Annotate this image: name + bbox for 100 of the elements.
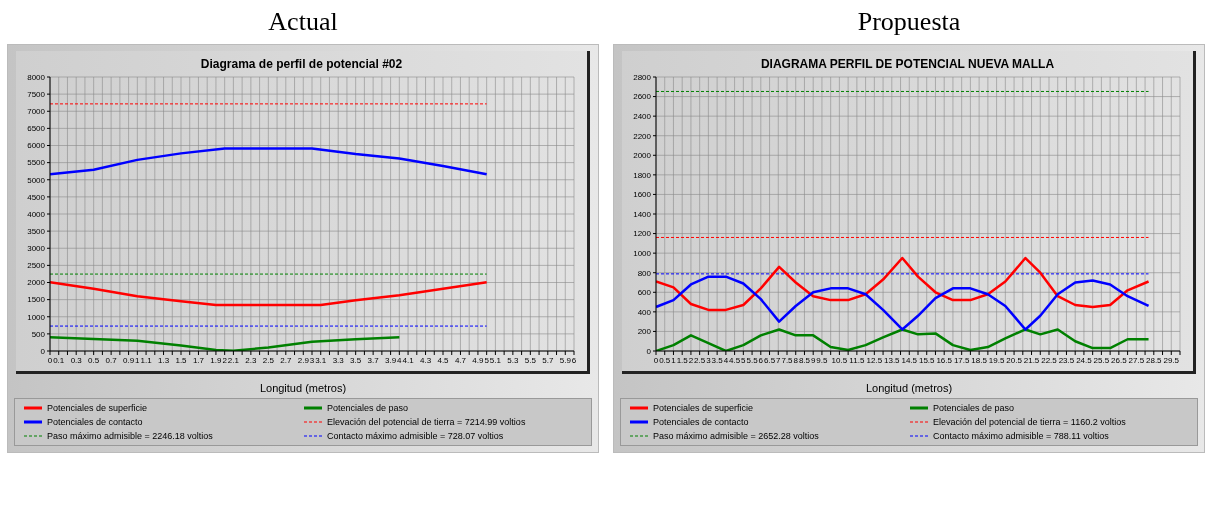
x-tick-label: 4.5 <box>729 355 741 365</box>
line-series <box>50 280 488 307</box>
x-tick-label: 2.1 <box>227 355 240 365</box>
x-tick-label: 8.5 <box>798 355 811 365</box>
x-tick-label: 5.5 <box>524 355 537 365</box>
y-tick-label: 8000 <box>27 72 46 82</box>
x-tick-label: 1.1 <box>140 355 153 365</box>
legend-label: Potenciales de superficie <box>47 403 148 413</box>
y-tick-label: 500 <box>31 329 46 339</box>
x-axis-title: Longitud (metros) <box>258 382 348 394</box>
x-tick-label: 2 <box>688 355 694 365</box>
chart-subtitle: DIAGRAMA PERFIL DE POTENCIAL NUEVA MALLA <box>759 56 1056 71</box>
x-axis-title: Longitud (metros) <box>864 382 954 394</box>
y-tick-label: 5500 <box>27 158 46 168</box>
legend-label: Potenciales de contacto <box>47 417 143 427</box>
x-tick-label: 8 <box>793 355 799 365</box>
legend-label: Potenciales de paso <box>327 403 409 413</box>
x-tick-label: 4.9 <box>472 355 485 365</box>
x-tick-label: 25.5 <box>1093 355 1110 365</box>
x-tick-label: 0.5 <box>88 355 100 365</box>
x-tick-label: 2.3 <box>245 355 257 365</box>
x-tick-label: 5 <box>484 355 490 365</box>
x-tick-label: 29.5 <box>1163 355 1180 365</box>
x-tick-label: 26.5 <box>1111 355 1128 365</box>
y-tick-label: 1200 <box>633 229 652 239</box>
y-tick-label: 7500 <box>27 89 46 99</box>
x-tick-label: 2.9 <box>297 355 310 365</box>
x-tick-label: 4 <box>397 355 403 365</box>
y-tick-label: 6500 <box>27 124 46 134</box>
y-tick-label: 2400 <box>633 111 652 121</box>
x-tick-label: 14.5 <box>901 355 918 365</box>
y-tick-label: 3500 <box>27 226 46 236</box>
y-tick-label: 800 <box>637 268 652 278</box>
y-tick-label: 3000 <box>27 244 46 254</box>
x-tick-label: 2.5 <box>694 355 706 365</box>
y-tick-label: 7000 <box>27 107 46 117</box>
y-tick-label: 2800 <box>633 72 652 82</box>
x-tick-label: 3.9 <box>385 355 397 365</box>
x-tick-label: 18.5 <box>971 355 988 365</box>
x-tick-label: 4.5 <box>437 355 450 365</box>
line-series <box>656 328 1150 351</box>
x-tick-label: 5.9 <box>559 355 572 365</box>
y-tick-label: 2500 <box>27 261 46 271</box>
legend-label: Contacto máximo admisible = 788.11 voltios <box>933 431 1109 441</box>
x-tick-label: 24.5 <box>1076 355 1093 365</box>
x-tick-label: 6.5 <box>763 355 776 365</box>
x-tick-label: 1.9 <box>210 355 223 365</box>
x-tick-label: 1.7 <box>192 355 205 365</box>
y-tick-label: 0 <box>40 346 46 356</box>
chart-title: Propuesta <box>857 6 961 38</box>
x-tick-label: 13.5 <box>884 355 901 365</box>
x-tick-label: 2 <box>222 355 228 365</box>
line-series <box>656 275 1150 331</box>
legend-label: Potenciales de superficie <box>653 403 754 413</box>
x-tick-label: 3 <box>309 355 315 365</box>
x-tick-label: 4.1 <box>402 355 415 365</box>
y-tick-label: 1500 <box>27 295 46 305</box>
legend-label: Potenciales de contacto <box>653 417 749 427</box>
x-tick-label: 9 <box>810 355 816 365</box>
x-tick-label: 5.3 <box>507 355 519 365</box>
x-tick-label: 3.5 <box>350 355 362 365</box>
x-tick-label: 7 <box>776 355 782 365</box>
y-tick-label: 1800 <box>633 170 652 180</box>
x-tick-label: 0 <box>653 355 659 365</box>
line-series <box>656 256 1150 312</box>
x-tick-label: 20.5 <box>1006 355 1023 365</box>
y-tick-label: 600 <box>637 288 652 298</box>
y-tick-label: 0 <box>646 346 652 356</box>
y-tick-label: 200 <box>637 327 652 337</box>
x-tick-label: 7.5 <box>781 355 794 365</box>
x-tick-label: 15.5 <box>918 355 936 365</box>
x-tick-label: 0.7 <box>105 355 118 365</box>
y-tick-label: 4500 <box>27 192 46 202</box>
x-tick-label: 10.5 <box>831 355 848 365</box>
y-tick-label: 1400 <box>633 209 652 219</box>
x-tick-label: 11.5 <box>849 355 865 365</box>
x-tick-label: 21.5 <box>1023 355 1040 365</box>
x-tick-label: 4.7 <box>454 355 467 365</box>
y-tick-label: 1000 <box>27 312 46 322</box>
x-tick-label: 5.5 <box>746 355 759 365</box>
x-tick-label: 6 <box>758 355 764 365</box>
x-tick-label: 9.5 <box>816 355 829 365</box>
x-tick-label: 4.3 <box>419 355 432 365</box>
x-tick-label: 4 <box>723 355 729 365</box>
y-tick-label: 2600 <box>633 92 652 102</box>
x-tick-label: 3.3 <box>332 355 345 365</box>
x-tick-label: 0.1 <box>53 355 65 365</box>
x-tick-label: 6 <box>571 355 577 365</box>
x-tick-label: 3.1 <box>315 355 327 365</box>
legend-label: Paso máximo admisible = 2652.28 voltios <box>653 431 819 441</box>
x-tick-label: 5.7 <box>542 355 554 365</box>
x-tick-label: 2.5 <box>262 355 275 365</box>
y-tick-label: 1600 <box>633 190 652 200</box>
y-tick-label: 400 <box>637 307 652 317</box>
y-tick-label: 6000 <box>27 141 46 151</box>
x-tick-label: 3.7 <box>367 355 380 365</box>
legend-label: Contacto máximo admisible = 728.07 voltios <box>327 431 504 441</box>
x-tick-label: 1.3 <box>157 355 170 365</box>
line-series <box>50 147 488 176</box>
y-tick-label: 1000 <box>633 248 652 258</box>
